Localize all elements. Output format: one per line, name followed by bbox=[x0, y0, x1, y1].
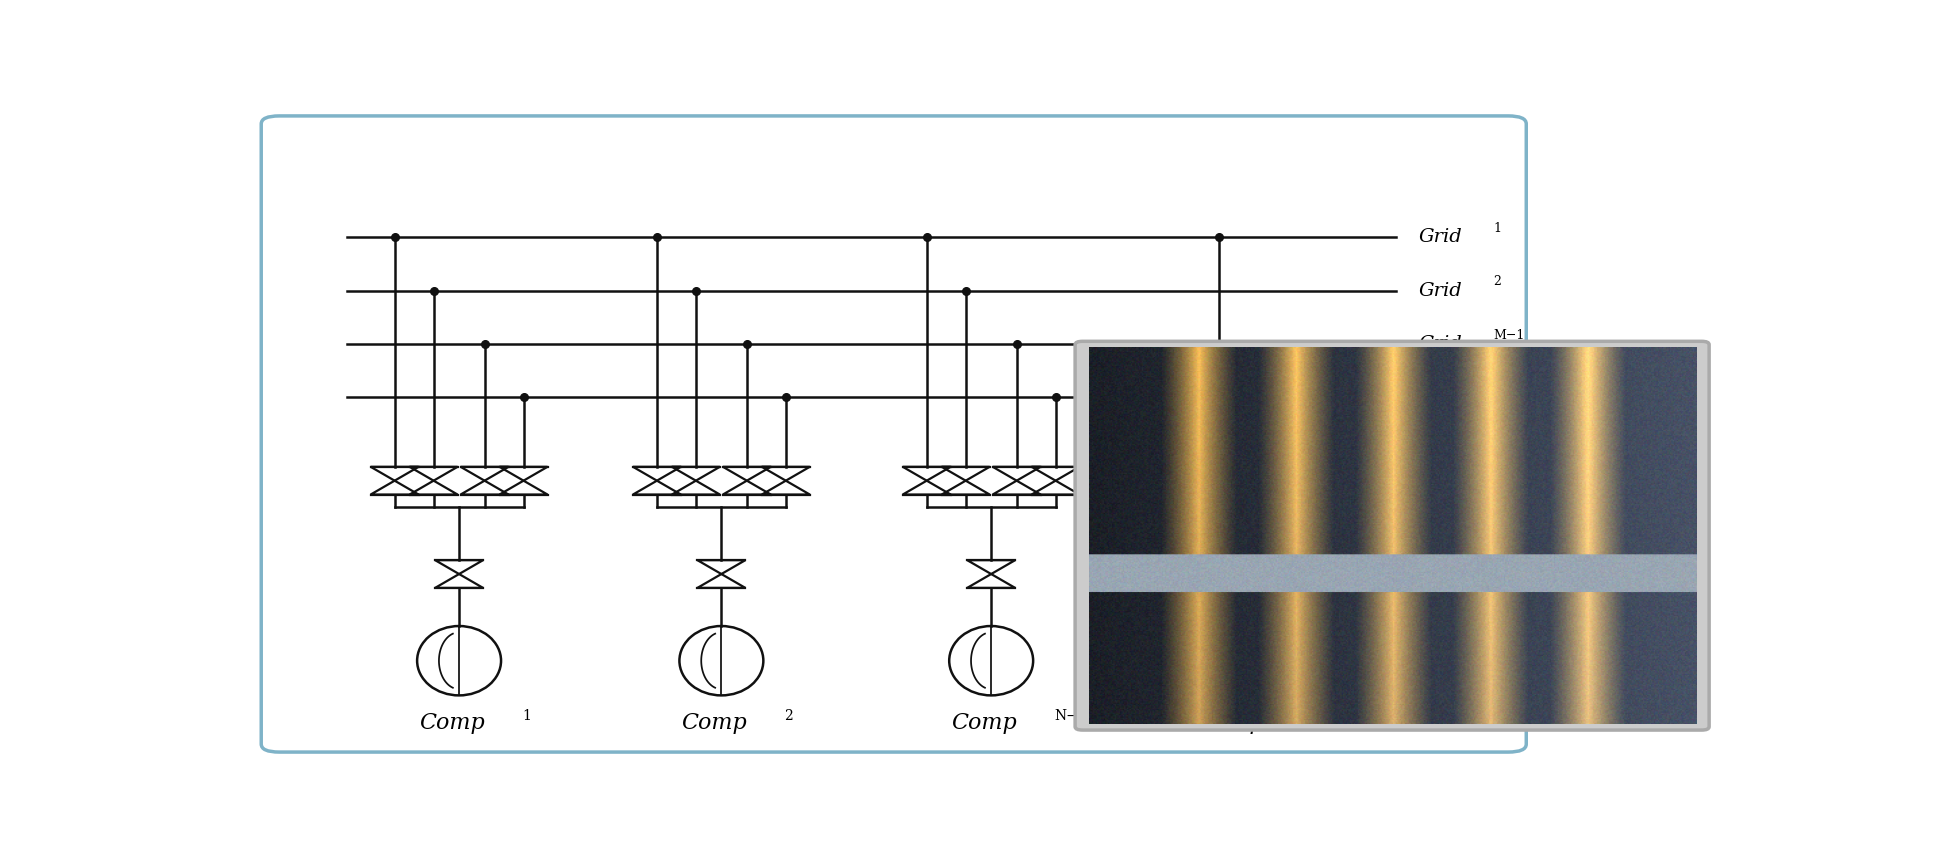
Text: Grid: Grid bbox=[1418, 335, 1462, 353]
Text: 1: 1 bbox=[522, 708, 532, 723]
FancyBboxPatch shape bbox=[261, 116, 1526, 752]
Text: M: M bbox=[1493, 382, 1507, 395]
Text: Grid: Grid bbox=[1418, 229, 1462, 246]
Text: N−1: N−1 bbox=[1054, 708, 1087, 723]
Text: Comp: Comp bbox=[420, 712, 484, 734]
Text: 1: 1 bbox=[1493, 222, 1501, 235]
Text: Comp: Comp bbox=[952, 712, 1017, 734]
FancyBboxPatch shape bbox=[1075, 341, 1710, 730]
Text: M−1: M−1 bbox=[1493, 329, 1524, 342]
Text: 2: 2 bbox=[785, 708, 793, 723]
Text: Comp: Comp bbox=[1199, 712, 1263, 734]
Text: Grid: Grid bbox=[1418, 388, 1462, 406]
Text: N: N bbox=[1302, 708, 1313, 723]
Text: 2: 2 bbox=[1493, 275, 1501, 288]
Text: Grid: Grid bbox=[1418, 281, 1462, 300]
Text: Comp: Comp bbox=[681, 712, 747, 734]
